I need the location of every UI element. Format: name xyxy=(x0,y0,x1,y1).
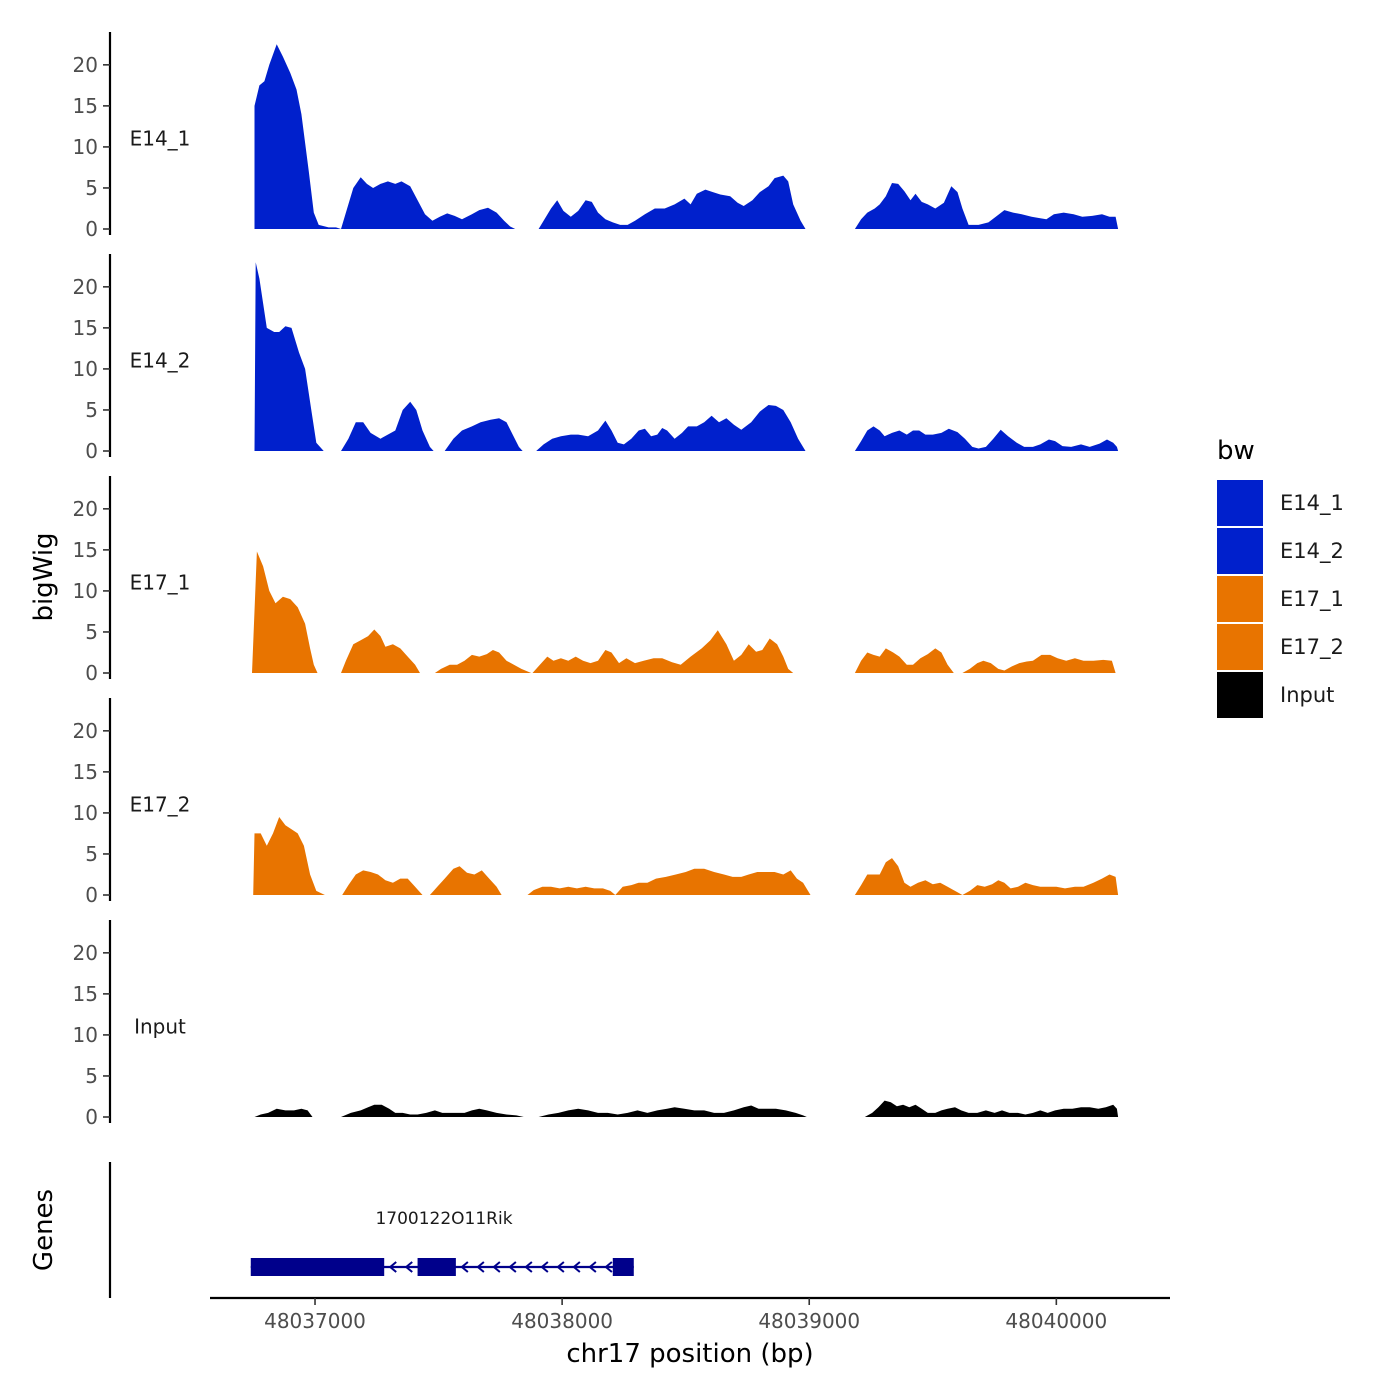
strand-arrow xyxy=(540,1261,549,1273)
signal-area-e17_1-4 xyxy=(532,630,794,673)
signal-area-e17_1-5 xyxy=(854,648,1116,673)
x-tick-label: 48037000 xyxy=(264,1309,366,1333)
signal-area-e17_2-1 xyxy=(253,817,325,895)
x-axis-ticks: 48037000 48038000 48039000 48040000 xyxy=(264,1298,1107,1333)
signal-area-e14_2-1 xyxy=(254,262,523,451)
strand-arrow xyxy=(524,1261,533,1273)
x-tick-label: 48039000 xyxy=(758,1309,860,1333)
y-tick-label: 0 xyxy=(85,883,98,907)
gene-exon-3 xyxy=(612,1258,634,1276)
track-panel-e14_2: 0 5 10 15 20 E14_2 xyxy=(73,254,1119,463)
y-tick-label: 20 xyxy=(73,497,98,521)
legend-label: Input xyxy=(1280,683,1334,707)
track-panel-e17_2: 0 5 10 15 20 E17_2 xyxy=(73,698,1119,907)
signal-area-input-2 xyxy=(538,1105,807,1117)
y-tick-label: 5 xyxy=(85,176,98,200)
gene-exon-1 xyxy=(250,1258,385,1276)
gene-panel: 1700122O11Rik xyxy=(108,1162,1170,1300)
track-panel-e17_1: 0 5 10 15 20 E17_1 xyxy=(73,476,1116,685)
y-tick-label: 20 xyxy=(73,719,98,743)
x-tick-label: 48038000 xyxy=(511,1309,613,1333)
track-label: E17_1 xyxy=(130,571,191,595)
x-axis-title: chr17 position (bp) xyxy=(566,1339,813,1369)
y-axis-title: bigWig xyxy=(29,532,59,621)
track-label: E14_1 xyxy=(130,127,191,151)
y-tick-label: 10 xyxy=(73,801,98,825)
y-tick-label: 5 xyxy=(85,398,98,422)
y-tick-label: 0 xyxy=(85,439,98,463)
signal-area-e17_2-4 xyxy=(527,886,616,895)
strand-arrow xyxy=(460,1261,469,1273)
signal-area-e14_1-3 xyxy=(854,183,1119,229)
gene-model xyxy=(250,1258,634,1276)
track-panel-input: 0 5 10 15 20 Input xyxy=(73,920,1119,1129)
signal-area-e14_1-1 xyxy=(254,44,516,229)
y-tick-label: 5 xyxy=(85,620,98,644)
y-tick-label: 15 xyxy=(73,538,98,562)
y-tick-label: 10 xyxy=(73,579,98,603)
legend-title: bw xyxy=(1217,436,1255,466)
genes-axis-title: Genes xyxy=(29,1189,59,1271)
signal-area-input-1 xyxy=(254,1104,524,1117)
y-tick-label: 20 xyxy=(73,941,98,965)
y-tick-label: 5 xyxy=(85,1064,98,1088)
y-tick-label: 15 xyxy=(73,982,98,1006)
y-tick-label: 15 xyxy=(73,316,98,340)
y-tick-label: 15 xyxy=(73,94,98,118)
strand-arrow xyxy=(556,1261,565,1273)
y-tick-label: 20 xyxy=(73,275,98,299)
track-label: E14_2 xyxy=(130,349,191,373)
strand-arrow xyxy=(508,1261,517,1273)
strand-arrow xyxy=(572,1261,581,1273)
legend-label: E17_2 xyxy=(1280,635,1344,660)
y-tick-label: 15 xyxy=(73,760,98,784)
signal-area-e17_1-3 xyxy=(434,650,532,673)
signal-area-e17_2-5 xyxy=(615,868,811,895)
y-tick-label: 10 xyxy=(73,1023,98,1047)
signal-area-e14_1-2 xyxy=(538,175,806,229)
y-tick-label: 0 xyxy=(85,661,98,685)
signal-panels: 05101520E14_105101520E14_205101520E17_10… xyxy=(73,32,1119,1129)
strand-arrow xyxy=(492,1261,501,1273)
signal-area-e17_1-1 xyxy=(252,551,318,673)
y-tick-label: 0 xyxy=(85,217,98,241)
y-tick-label: 5 xyxy=(85,842,98,866)
y-tick-label: 10 xyxy=(73,357,98,381)
signal-area-e14_2-3 xyxy=(854,426,1119,451)
legend-label: E14_2 xyxy=(1280,539,1344,564)
strand-arrow xyxy=(588,1261,597,1273)
y-tick-label: 0 xyxy=(85,1105,98,1129)
legend: bw E14_1 E14_2 E17_1 E17_2 Input xyxy=(1217,436,1344,718)
track-label: Input xyxy=(134,1015,186,1039)
signal-area-e17_1-2 xyxy=(341,629,425,673)
gene-name-label: 1700122O11Rik xyxy=(375,1209,512,1229)
strand-arrow xyxy=(476,1261,485,1273)
legend-label: E14_1 xyxy=(1280,491,1344,516)
signal-area-input-3 xyxy=(864,1100,1119,1117)
x-tick-label: 48040000 xyxy=(1005,1309,1107,1333)
legend-label: E17_1 xyxy=(1280,587,1344,612)
signal-area-e17_2-3 xyxy=(429,866,502,895)
legend-key-e17_2 xyxy=(1217,624,1263,670)
signal-area-e14_2-2 xyxy=(536,405,806,451)
y-tick-label: 10 xyxy=(73,135,98,159)
track-label: E17_2 xyxy=(130,793,191,817)
strand-arrow xyxy=(604,1261,613,1273)
strand-arrow xyxy=(388,1261,397,1273)
gene-exon-2 xyxy=(417,1258,456,1276)
legend-key-input xyxy=(1217,672,1263,718)
y-tick-label: 20 xyxy=(73,53,98,77)
strand-arrow xyxy=(404,1261,413,1273)
track-panel-e14_1: 0 5 10 15 20 E14_1 xyxy=(73,32,1119,241)
legend-key-e14_2 xyxy=(1217,528,1263,574)
legend-key-e14_1 xyxy=(1217,480,1263,526)
signal-area-e17_2-6 xyxy=(854,858,1119,895)
legend-key-e17_1 xyxy=(1217,576,1263,622)
signal-area-e17_2-2 xyxy=(342,870,423,895)
